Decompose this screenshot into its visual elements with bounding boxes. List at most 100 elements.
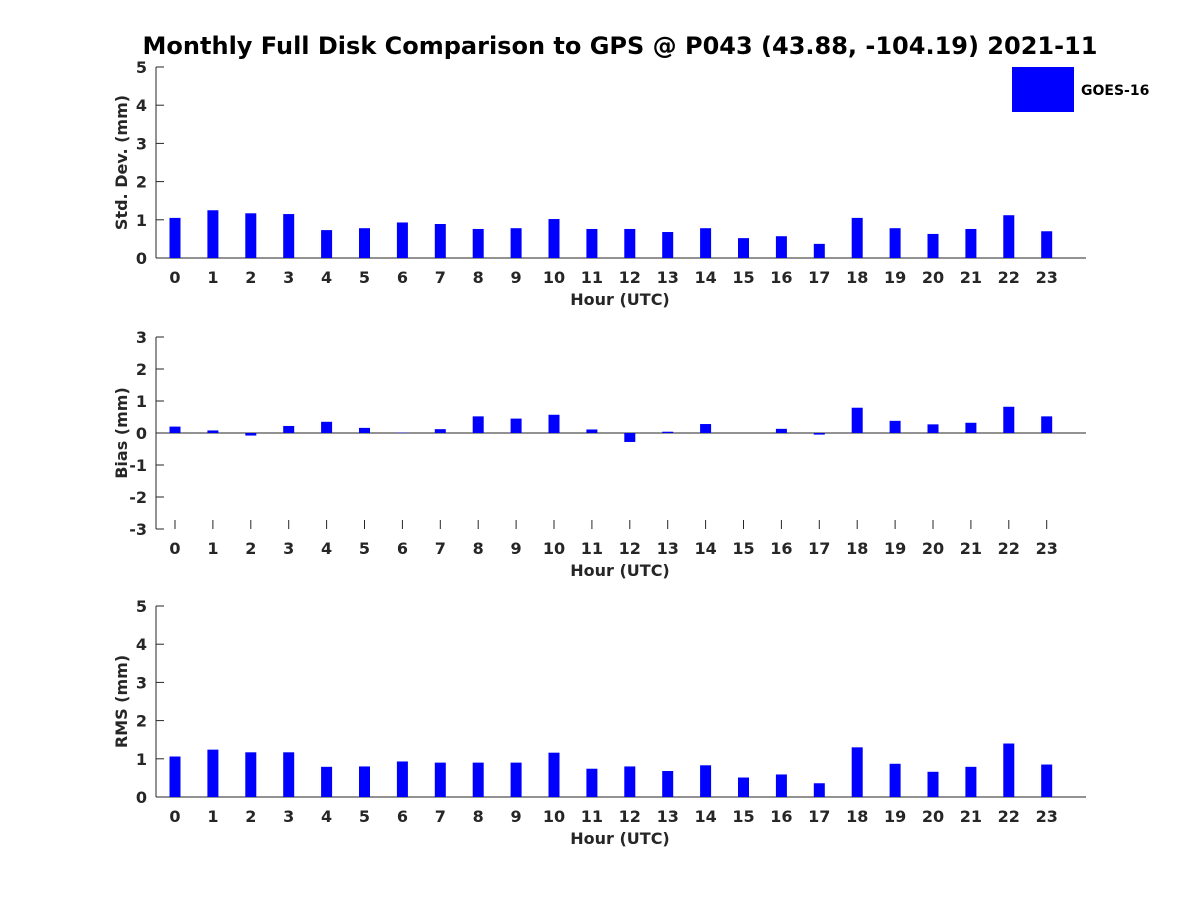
rms-bar-hour-6	[396, 761, 408, 797]
rms-x-tick-label: 6	[397, 807, 408, 826]
std-dev-x-tick-label: 18	[846, 268, 868, 287]
std-dev-bar-hour-17	[813, 243, 825, 258]
rms-y-tick-label: 4	[136, 635, 147, 654]
rms-x-tick-label: 14	[694, 807, 716, 826]
rms-x-tick-label: 21	[960, 807, 982, 826]
rms-x-tick-label: 9	[511, 807, 522, 826]
std-dev-bar-hour-19	[889, 228, 901, 258]
rms-bar-hour-11	[586, 768, 598, 797]
rms-bar-hour-1	[207, 749, 219, 797]
bias-x-tick-label: 6	[397, 539, 408, 558]
legend-label-goes-16: GOES-16	[1081, 83, 1149, 99]
rms-x-tick-label: 23	[1036, 807, 1058, 826]
rms-x-tick-label: 15	[732, 807, 754, 826]
std-dev-bar-hour-1	[207, 210, 219, 258]
bias-bar-hour-14	[700, 424, 712, 433]
bias-bar-hour-2	[245, 433, 257, 436]
bias-bar-hour-8	[472, 416, 484, 433]
std-dev-x-tick-label: 23	[1036, 268, 1058, 287]
std-dev-x-axis-label: Hour (UTC)	[570, 290, 670, 309]
bias-y-tick-label: -3	[129, 520, 147, 539]
std-dev-x-tick-label: 0	[169, 268, 180, 287]
rms-x-tick-label: 16	[770, 807, 792, 826]
legend: GOES-16	[1012, 67, 1149, 112]
rms-bar-hour-10	[548, 752, 560, 797]
rms-bar-hour-13	[662, 771, 674, 797]
rms-x-tick-label: 19	[884, 807, 906, 826]
std-dev-y-tick-label: 2	[136, 173, 147, 192]
rms-x-axis-label: Hour (UTC)	[570, 829, 670, 848]
bias-x-tick-label: 18	[846, 539, 868, 558]
rms-x-tick-label: 3	[283, 807, 294, 826]
rms-bar-hour-12	[624, 766, 636, 797]
rms-x-tick-label: 20	[922, 807, 944, 826]
bias-x-tick-label: 22	[998, 539, 1020, 558]
bias-bar-hour-3	[283, 425, 295, 433]
bias-y-axis-label: Bias (mm)	[112, 387, 131, 479]
std-dev-bar-hour-4	[321, 230, 333, 258]
rms-bar-hour-14	[700, 765, 712, 797]
std-dev-x-tick-label: 8	[473, 268, 484, 287]
std-dev-y-tick-label: 5	[136, 58, 147, 77]
rms-bar-hour-0	[169, 756, 181, 797]
bias-x-axis-label: Hour (UTC)	[570, 561, 670, 580]
bias-x-tick-label: 17	[808, 539, 830, 558]
bias-bar-hour-9	[510, 418, 522, 433]
rms-bar-hour-3	[283, 752, 295, 797]
bias-x-tick-label: 5	[359, 539, 370, 558]
rms-bar-hour-22	[1003, 743, 1015, 797]
std-dev-bar-hour-5	[359, 228, 370, 258]
rms-x-tick-label: 18	[846, 807, 868, 826]
bias-x-tick-label: 10	[543, 539, 565, 558]
rms-bar-hour-2	[245, 752, 257, 797]
std-dev-bar-hour-6	[396, 222, 408, 258]
bias-bar-hour-0	[169, 426, 181, 433]
rms-bar-hour-19	[889, 763, 901, 797]
std-dev-x-tick-label: 14	[694, 268, 716, 287]
rms-x-tick-label: 4	[321, 807, 332, 826]
bias-y-tick-label: 0	[136, 424, 147, 443]
bias-bar-hour-10	[548, 414, 560, 433]
std-dev-bar-hour-10	[548, 219, 560, 258]
rms-bar-hour-4	[321, 766, 333, 797]
std-dev-x-tick-label: 19	[884, 268, 906, 287]
bias-bar-hour-21	[965, 422, 977, 433]
bias-bar-hour-20	[927, 424, 939, 433]
std-dev-bar-hour-20	[927, 233, 939, 258]
bias-y-tick-label: 2	[136, 360, 147, 379]
bias-x-tick-label: 19	[884, 539, 906, 558]
bias-x-tick-label: 2	[245, 539, 256, 558]
rms-x-tick-label: 0	[169, 807, 180, 826]
bias-x-tick-label: 0	[169, 539, 180, 558]
bias-x-tick-label: 7	[435, 539, 446, 558]
rms-y-axis-label: RMS (mm)	[112, 655, 131, 748]
rms-x-tick-label: 12	[619, 807, 641, 826]
rms-bar-hour-21	[965, 766, 977, 797]
bias-x-tick-label: 1	[207, 539, 218, 558]
std-dev-bar-hour-2	[245, 213, 257, 258]
rms-bar-hour-18	[851, 747, 863, 797]
rms-y-tick-label: 3	[136, 673, 147, 692]
rms-bar-hour-8	[472, 762, 484, 797]
std-dev-y-tick-label: 0	[136, 249, 147, 268]
bias-bar-hour-23	[1041, 416, 1053, 433]
std-dev-x-tick-label: 21	[960, 268, 982, 287]
std-dev-y-tick-label: 4	[136, 96, 147, 115]
rms-bar-hour-15	[738, 777, 749, 797]
bias-x-tick-label: 13	[657, 539, 679, 558]
bias-x-tick-label: 3	[283, 539, 294, 558]
bias-x-tick-label: 16	[770, 539, 792, 558]
rms-bar-hour-20	[927, 771, 939, 797]
rms-bar-hour-16	[775, 774, 787, 797]
chart-title: Monthly Full Disk Comparison to GPS @ P0…	[143, 32, 1098, 60]
bias-bar-hour-17	[813, 433, 825, 435]
rms-y-tick-label: 0	[136, 788, 147, 807]
std-dev-x-tick-label: 9	[511, 268, 522, 287]
rms-y-tick-label: 1	[136, 750, 147, 769]
bias-bar-hour-18	[851, 407, 863, 433]
bias-x-tick-label: 23	[1036, 539, 1058, 558]
rms-x-tick-label: 10	[543, 807, 565, 826]
rms-x-tick-label: 7	[435, 807, 446, 826]
